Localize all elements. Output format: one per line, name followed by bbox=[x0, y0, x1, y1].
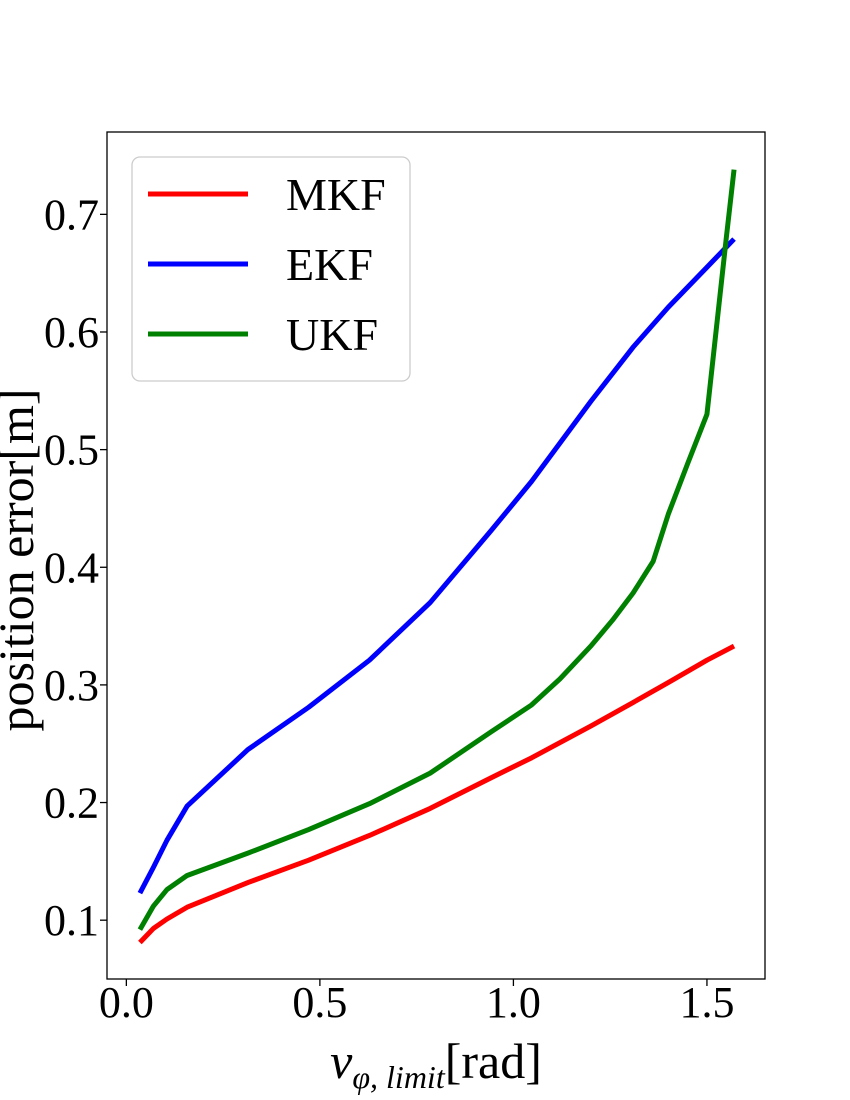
series-layer bbox=[137, 169, 737, 945]
x-axis-title-main: v bbox=[330, 1033, 353, 1089]
series-line-ekf bbox=[137, 237, 736, 895]
series-line-ukf bbox=[137, 169, 737, 931]
y-tick-label: 0.4 bbox=[44, 543, 99, 592]
legend-items: MKF EKF UKF bbox=[148, 169, 386, 360]
x-tick-label: 1.0 bbox=[486, 978, 541, 1027]
legend-label-mkf: MKF bbox=[286, 169, 386, 220]
legend: MKF EKF UKF bbox=[131, 156, 411, 382]
y-axis-title: position error[m] bbox=[0, 389, 44, 732]
x-tick-label: 0.5 bbox=[292, 978, 347, 1027]
y-tick-label: 0.6 bbox=[44, 308, 99, 357]
y-tick-label: 0.1 bbox=[44, 896, 99, 945]
x-axis-title-subscript: φ, limit bbox=[352, 1059, 445, 1095]
legend-label-ekf: EKF bbox=[286, 239, 373, 290]
series-line-mkf bbox=[138, 643, 736, 945]
x-axis-ticks: 0.0 0.5 1.0 1.5 bbox=[99, 978, 735, 1027]
x-tick-label: 0.0 bbox=[99, 978, 154, 1027]
y-tick-label: 0.7 bbox=[44, 190, 99, 239]
x-axis-title-unit: [rad] bbox=[445, 1033, 542, 1089]
y-tick-label: 0.2 bbox=[44, 779, 99, 828]
y-tick-label: 0.3 bbox=[44, 661, 99, 710]
legend-box bbox=[131, 156, 411, 382]
x-axis-title: vφ, limit[rad] bbox=[330, 1033, 542, 1095]
y-axis-ticks: 0.1 0.2 0.3 0.4 0.5 0.6 0.7 bbox=[44, 190, 107, 945]
x-tick-label: 1.5 bbox=[679, 978, 734, 1027]
y-tick-label: 0.5 bbox=[44, 426, 99, 475]
legend-label-ukf: UKF bbox=[286, 309, 378, 360]
plot-frame bbox=[106, 131, 766, 980]
